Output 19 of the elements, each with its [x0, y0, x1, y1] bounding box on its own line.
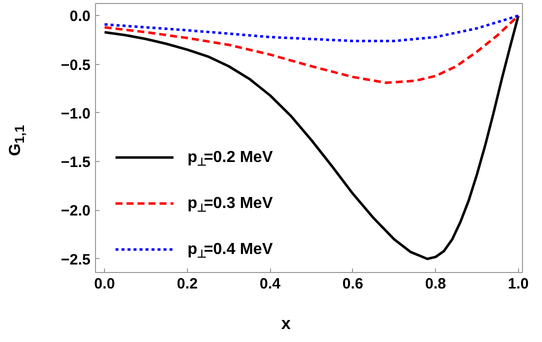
line-series: [103, 14, 520, 42]
line-series: [103, 14, 520, 84]
y-tick-label: −0.5: [60, 56, 91, 74]
x-tick-label: 0.2: [176, 276, 198, 292]
legend-label: p⊥=0.3 MeV: [188, 195, 274, 214]
legend-label: p⊥=0.2 MeV: [188, 149, 274, 168]
x-axis-title: x: [281, 313, 291, 335]
x-tick-label: 0.8: [425, 276, 446, 292]
y-tick-label: −2.5: [60, 251, 91, 268]
y-tick-label: −1.0: [60, 105, 91, 122]
line-series: [103, 14, 520, 260]
y-tick-label: 0.0: [70, 8, 91, 26]
x-tick-label: 0.4: [260, 276, 282, 292]
x-tick-label: 0.6: [342, 276, 364, 292]
y-tick-label: −2.0: [60, 202, 91, 220]
x-tick-label: 1.0: [508, 276, 529, 292]
x-tick-label: 0.0: [94, 276, 116, 292]
y-tick-label: −1.5: [60, 154, 91, 172]
legend-label: p⊥=0.4 MeV: [188, 241, 274, 260]
